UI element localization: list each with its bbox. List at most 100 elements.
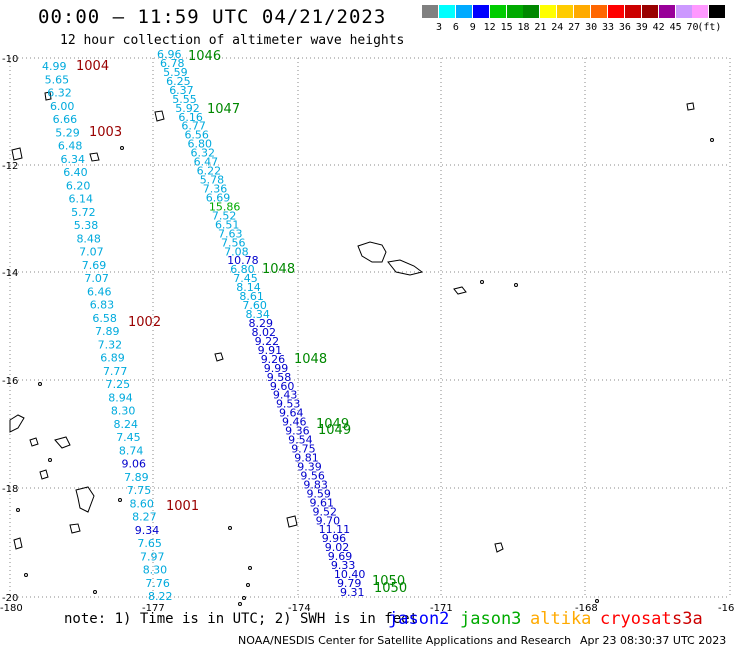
latitude-label: -14 bbox=[2, 268, 18, 279]
island-dot bbox=[248, 566, 252, 570]
wave-height-value: 6.00 bbox=[50, 100, 74, 113]
legend-swatch bbox=[523, 5, 540, 18]
wave-height-value: 8.27 bbox=[132, 511, 157, 524]
wave-height-value: 9.34 bbox=[135, 524, 160, 537]
wave-height-value: 9.58 bbox=[267, 371, 292, 384]
track-id-label: 1048 bbox=[262, 262, 295, 277]
wave-height-value: 9.26 bbox=[261, 353, 286, 366]
longitude-label: -16 bbox=[718, 603, 734, 614]
island-dot bbox=[238, 602, 242, 606]
legend-swatch bbox=[422, 5, 438, 18]
legend-label: 27 bbox=[568, 22, 581, 33]
wave-height-value: 6.34 bbox=[61, 153, 86, 166]
wave-height-value: 7.07 bbox=[84, 272, 109, 285]
wave-height-value: 9.83 bbox=[303, 478, 328, 491]
wave-height-value: 5.65 bbox=[45, 73, 70, 86]
wave-height-value: 9.46 bbox=[282, 416, 307, 429]
island-outline bbox=[89, 152, 100, 162]
latitude-label: -18 bbox=[2, 484, 18, 495]
wave-height-value: 7.75 bbox=[127, 484, 152, 497]
wave-height-value: 9.52 bbox=[313, 505, 338, 518]
wave-height-value: 9.60 bbox=[270, 380, 295, 393]
wave-height-value: 6.22 bbox=[197, 165, 222, 178]
wave-height-value: 6.56 bbox=[184, 129, 209, 142]
wave-height-value: 9.99 bbox=[264, 362, 289, 375]
wave-height-value: 6.46 bbox=[87, 285, 112, 298]
island-outline bbox=[39, 469, 49, 480]
wave-height-value: 6.96 bbox=[157, 48, 182, 61]
satellite-label-jason3: jason3 bbox=[460, 609, 522, 629]
longitude-label: -168 bbox=[575, 603, 598, 614]
wave-height-value: 8.14 bbox=[236, 281, 260, 294]
wave-height-value: 9.70 bbox=[316, 514, 341, 527]
wave-height-value: 8.30 bbox=[143, 564, 168, 577]
island-outline bbox=[75, 486, 95, 513]
wave-height-value: 6.77 bbox=[181, 120, 206, 133]
wave-height-value: 7.65 bbox=[137, 537, 162, 550]
legend-swatch bbox=[591, 5, 607, 18]
island-outline bbox=[11, 147, 23, 161]
island-dot bbox=[93, 590, 97, 594]
legend-label: (ft) bbox=[697, 22, 722, 33]
legend-label: 36 bbox=[618, 22, 631, 33]
legend-label: 18 bbox=[517, 22, 530, 33]
island-outline bbox=[453, 286, 467, 295]
wave-height-value: 6.20 bbox=[66, 179, 91, 192]
island-dot bbox=[118, 498, 122, 502]
wave-height-value: 8.61 bbox=[239, 290, 264, 303]
legend-label: 45 bbox=[669, 22, 682, 33]
wave-height-value: 7.89 bbox=[95, 325, 120, 338]
wave-height-value: 6.16 bbox=[178, 111, 203, 124]
wave-height-value: 6.25 bbox=[166, 75, 191, 88]
legend-swatch bbox=[692, 5, 709, 18]
wave-height-value: 5.78 bbox=[200, 174, 225, 187]
wave-height-value: 6.40 bbox=[63, 166, 87, 179]
island-outline bbox=[214, 352, 224, 362]
credit-line: NOAA/NESDIS Center for Satellite Applica… bbox=[238, 634, 572, 647]
legend-label: 9 bbox=[469, 22, 476, 33]
island-outline bbox=[154, 110, 165, 122]
track-id-label: 1047 bbox=[207, 102, 240, 117]
legend-label: 42 bbox=[652, 22, 665, 33]
wave-height-value: 8.22 bbox=[148, 590, 173, 603]
wave-height-value: 9.96 bbox=[322, 532, 347, 545]
island-dot bbox=[228, 526, 232, 530]
island-dot bbox=[242, 596, 246, 600]
longitude-label: -180 bbox=[0, 603, 23, 614]
latitude-label: -16 bbox=[2, 376, 18, 387]
wave-height-value: 6.58 bbox=[92, 312, 117, 325]
wave-height-value: 5.29 bbox=[55, 126, 80, 139]
legend-label: 3 bbox=[435, 22, 443, 33]
wave-height-value: 8.24 bbox=[114, 418, 139, 431]
wave-height-value: 5.38 bbox=[74, 219, 99, 232]
wave-height-value: 7.89 bbox=[124, 471, 148, 484]
island-dot bbox=[48, 458, 52, 462]
wave-height-value: 7.07 bbox=[79, 246, 104, 259]
generated-timestamp: Apr 23 08:30:37 UTC 2023 bbox=[580, 634, 727, 647]
legend-swatch bbox=[624, 5, 641, 18]
wave-height-value: 9.06 bbox=[122, 458, 147, 471]
legend-swatch bbox=[506, 5, 523, 18]
wave-height-value: 5.59 bbox=[163, 66, 188, 79]
track-id-label: 1049 bbox=[316, 417, 349, 432]
latitude-label: -12 bbox=[2, 161, 18, 172]
satellite-label-cryosat: cryosat bbox=[600, 609, 672, 629]
legend-label: 12 bbox=[483, 22, 496, 33]
wave-height-value: 8.29 bbox=[249, 317, 274, 330]
wave-height-value: 9.53 bbox=[276, 398, 301, 411]
latitude-label: -10 bbox=[2, 54, 18, 65]
wave-height-value: 7.32 bbox=[98, 338, 123, 351]
track-id-label: 1049 bbox=[318, 423, 351, 438]
island-outline bbox=[29, 437, 39, 447]
legend-swatch bbox=[438, 5, 455, 18]
island-dot bbox=[24, 573, 28, 577]
track-id-label: 1004 bbox=[76, 59, 109, 74]
longitude-label: -174 bbox=[288, 603, 311, 614]
wave-height-value: 8.74 bbox=[119, 444, 144, 457]
island-outline bbox=[357, 241, 387, 263]
legend-label: 6 bbox=[452, 22, 459, 33]
wave-height-value: 11.11 bbox=[319, 523, 351, 536]
wave-height-value: 9.02 bbox=[325, 541, 350, 554]
island-outline bbox=[54, 436, 71, 449]
wave-height-value: 5.55 bbox=[172, 93, 197, 106]
